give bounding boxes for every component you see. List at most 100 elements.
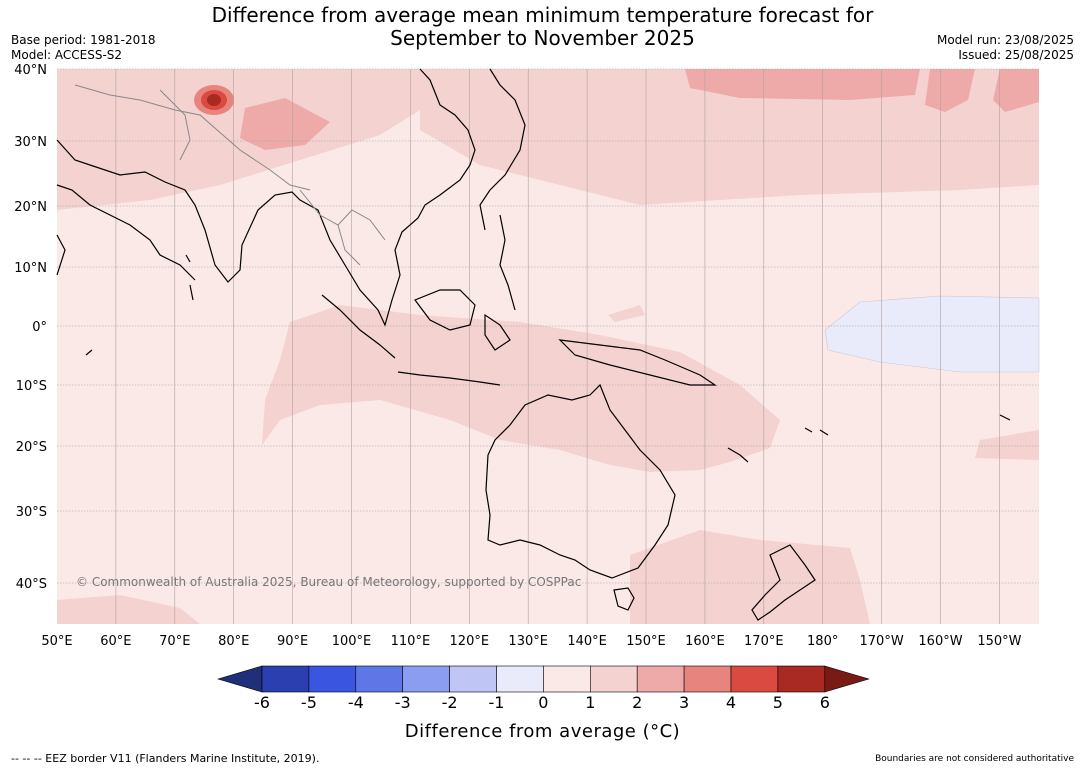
meta-left: Base period: 1981-2018 Model: ACCESS-S2 xyxy=(11,33,156,63)
model-run: Model run: 23/08/2025 xyxy=(936,33,1074,47)
colorbar-tick-label: -1 xyxy=(488,693,505,712)
latitude-labels: 40°N 30°N 20°N 10°N 0° 10°S 20°S 30°S 40°S xyxy=(14,63,47,592)
country-borders xyxy=(74,84,386,266)
colorbar-tick-label: 1 xyxy=(585,693,596,712)
coastline-australia xyxy=(485,383,676,579)
colorbar-swatch xyxy=(543,665,591,693)
eez-legend-note: -- -- -- EEZ border V11 (Flanders Marine… xyxy=(11,752,320,765)
longitude-label: 150°W xyxy=(977,634,1021,649)
coastline-sumatra xyxy=(321,294,396,359)
longitude-label: 70°E xyxy=(159,634,190,649)
colorbar-tick-label: -4 xyxy=(347,693,364,712)
colorbar-swatch xyxy=(589,665,638,693)
colorbar-extend-low xyxy=(216,665,263,693)
coastline-arabia xyxy=(56,184,196,281)
coastline-philippines xyxy=(499,214,516,311)
colorbar-tick-label: -5 xyxy=(300,693,317,712)
anomaly-region-small xyxy=(608,305,645,322)
colorbar-swatch xyxy=(636,665,685,693)
colorbar-tick-label: 6 xyxy=(819,693,830,712)
border-line-2 xyxy=(159,89,191,161)
longitude-label: 150°E xyxy=(626,634,666,649)
coastline-new-guinea xyxy=(558,339,717,386)
colorbar-swatch xyxy=(308,665,357,693)
longitude-label: 50°E xyxy=(41,634,72,649)
colorbar-swatch xyxy=(683,665,732,693)
colorbar xyxy=(216,665,870,693)
border-line-3 xyxy=(299,189,386,241)
latitude-label: 30°N xyxy=(14,135,47,150)
colorbar-tick-label: 5 xyxy=(772,693,783,712)
base-period: Base period: 1981-2018 xyxy=(11,33,156,47)
colorbar-tick-label: 3 xyxy=(679,693,690,712)
anomaly-region-north-pacific xyxy=(420,69,1039,205)
coastline-new-zealand xyxy=(751,544,816,621)
model-name: Model: ACCESS-S2 xyxy=(11,48,123,62)
longitude-label: 160°E xyxy=(685,634,725,649)
border-line-1 xyxy=(74,84,311,191)
coastline-sulawesi xyxy=(484,313,511,351)
latitude-label: 30°S xyxy=(16,505,47,520)
anomaly-region-maritime-continent xyxy=(262,305,780,472)
latitude-label: 10°S xyxy=(16,379,47,394)
colorbar-tick-label: -2 xyxy=(441,693,458,712)
colorbar-tick-label: -6 xyxy=(254,693,270,712)
anomaly-region-india xyxy=(57,69,420,210)
coastline-java xyxy=(397,371,501,386)
coastline-borneo xyxy=(414,289,476,331)
longitude-label: 80°E xyxy=(218,634,249,649)
latitude-label: 20°S xyxy=(16,440,47,455)
latitude-label: 40°S xyxy=(16,577,47,592)
coastline-islands xyxy=(85,254,194,356)
longitude-label: 100°E xyxy=(332,634,372,649)
longitude-label: 60°E xyxy=(100,634,131,649)
latitude-label: 20°N xyxy=(14,200,47,215)
colorbar-extend-high xyxy=(824,665,870,693)
coastline-new-caledonia xyxy=(727,447,749,463)
anomaly-hotspot-core xyxy=(207,94,221,106)
anomaly-region-high-2 xyxy=(925,69,975,112)
anomaly-region-high-1 xyxy=(685,69,920,100)
colorbar-title: Difference from average (°C) xyxy=(404,721,681,742)
coastline-japan xyxy=(479,68,526,231)
boundaries-disclaimer: Boundaries are not considered authoritat… xyxy=(875,754,1074,764)
border-line-4 xyxy=(337,224,361,266)
title-line-1: Difference from average mean minimum tem… xyxy=(211,3,874,27)
colorbar-swatch xyxy=(355,665,403,693)
anomaly-region-tibet xyxy=(240,98,330,150)
colorbar-swatch xyxy=(402,665,450,693)
meta-right: Model run: 23/08/2025 Issued: 25/08/2025 xyxy=(937,33,1074,63)
copyright-text: © Commonwealth of Australia 2025, Bureau… xyxy=(76,575,581,589)
longitude-label: 110°E xyxy=(391,634,431,649)
colorbar-swatch xyxy=(261,665,310,693)
coastline-africa-horn xyxy=(56,234,66,276)
latitude-label: 10°N xyxy=(14,261,47,276)
colorbar-swatch xyxy=(777,665,826,693)
longitude-label: 160°W xyxy=(918,634,962,649)
map-grid xyxy=(57,68,1039,624)
longitude-label: 120°E xyxy=(450,634,490,649)
anomaly-region-southern-ocean-east xyxy=(630,530,870,624)
colorbar-tick-label: 2 xyxy=(632,693,643,712)
colorbar-swatch xyxy=(730,665,779,693)
coastline-fiji xyxy=(804,414,1011,436)
coastline-tasmania xyxy=(613,587,635,611)
longitude-label: 180° xyxy=(807,634,838,649)
issued-date: Issued: 25/08/2025 xyxy=(958,48,1074,62)
anomaly-region-cool-pacific xyxy=(824,295,1040,373)
latitude-label: 40°N xyxy=(14,63,47,78)
latitude-label: 0° xyxy=(32,320,47,335)
coastline-asia xyxy=(56,68,476,327)
longitude-label: 90°E xyxy=(277,634,308,649)
colorbar-tick-label: 0 xyxy=(538,693,549,712)
longitude-label: 170°E xyxy=(744,634,784,649)
longitude-label: 170°W xyxy=(860,634,904,649)
longitude-label: 130°E xyxy=(508,634,548,649)
longitude-labels: 50°E 60°E 70°E 80°E 90°E 100°E 110°E 120°E 130°E… xyxy=(41,634,1021,649)
map-title: Difference from average mean minimum tem… xyxy=(0,4,1085,50)
title-line-2: September to November 2025 xyxy=(390,26,695,50)
colorbar-tick-label: -3 xyxy=(394,693,411,712)
anomaly-region-high-3 xyxy=(993,69,1039,112)
coastlines xyxy=(56,68,1011,621)
